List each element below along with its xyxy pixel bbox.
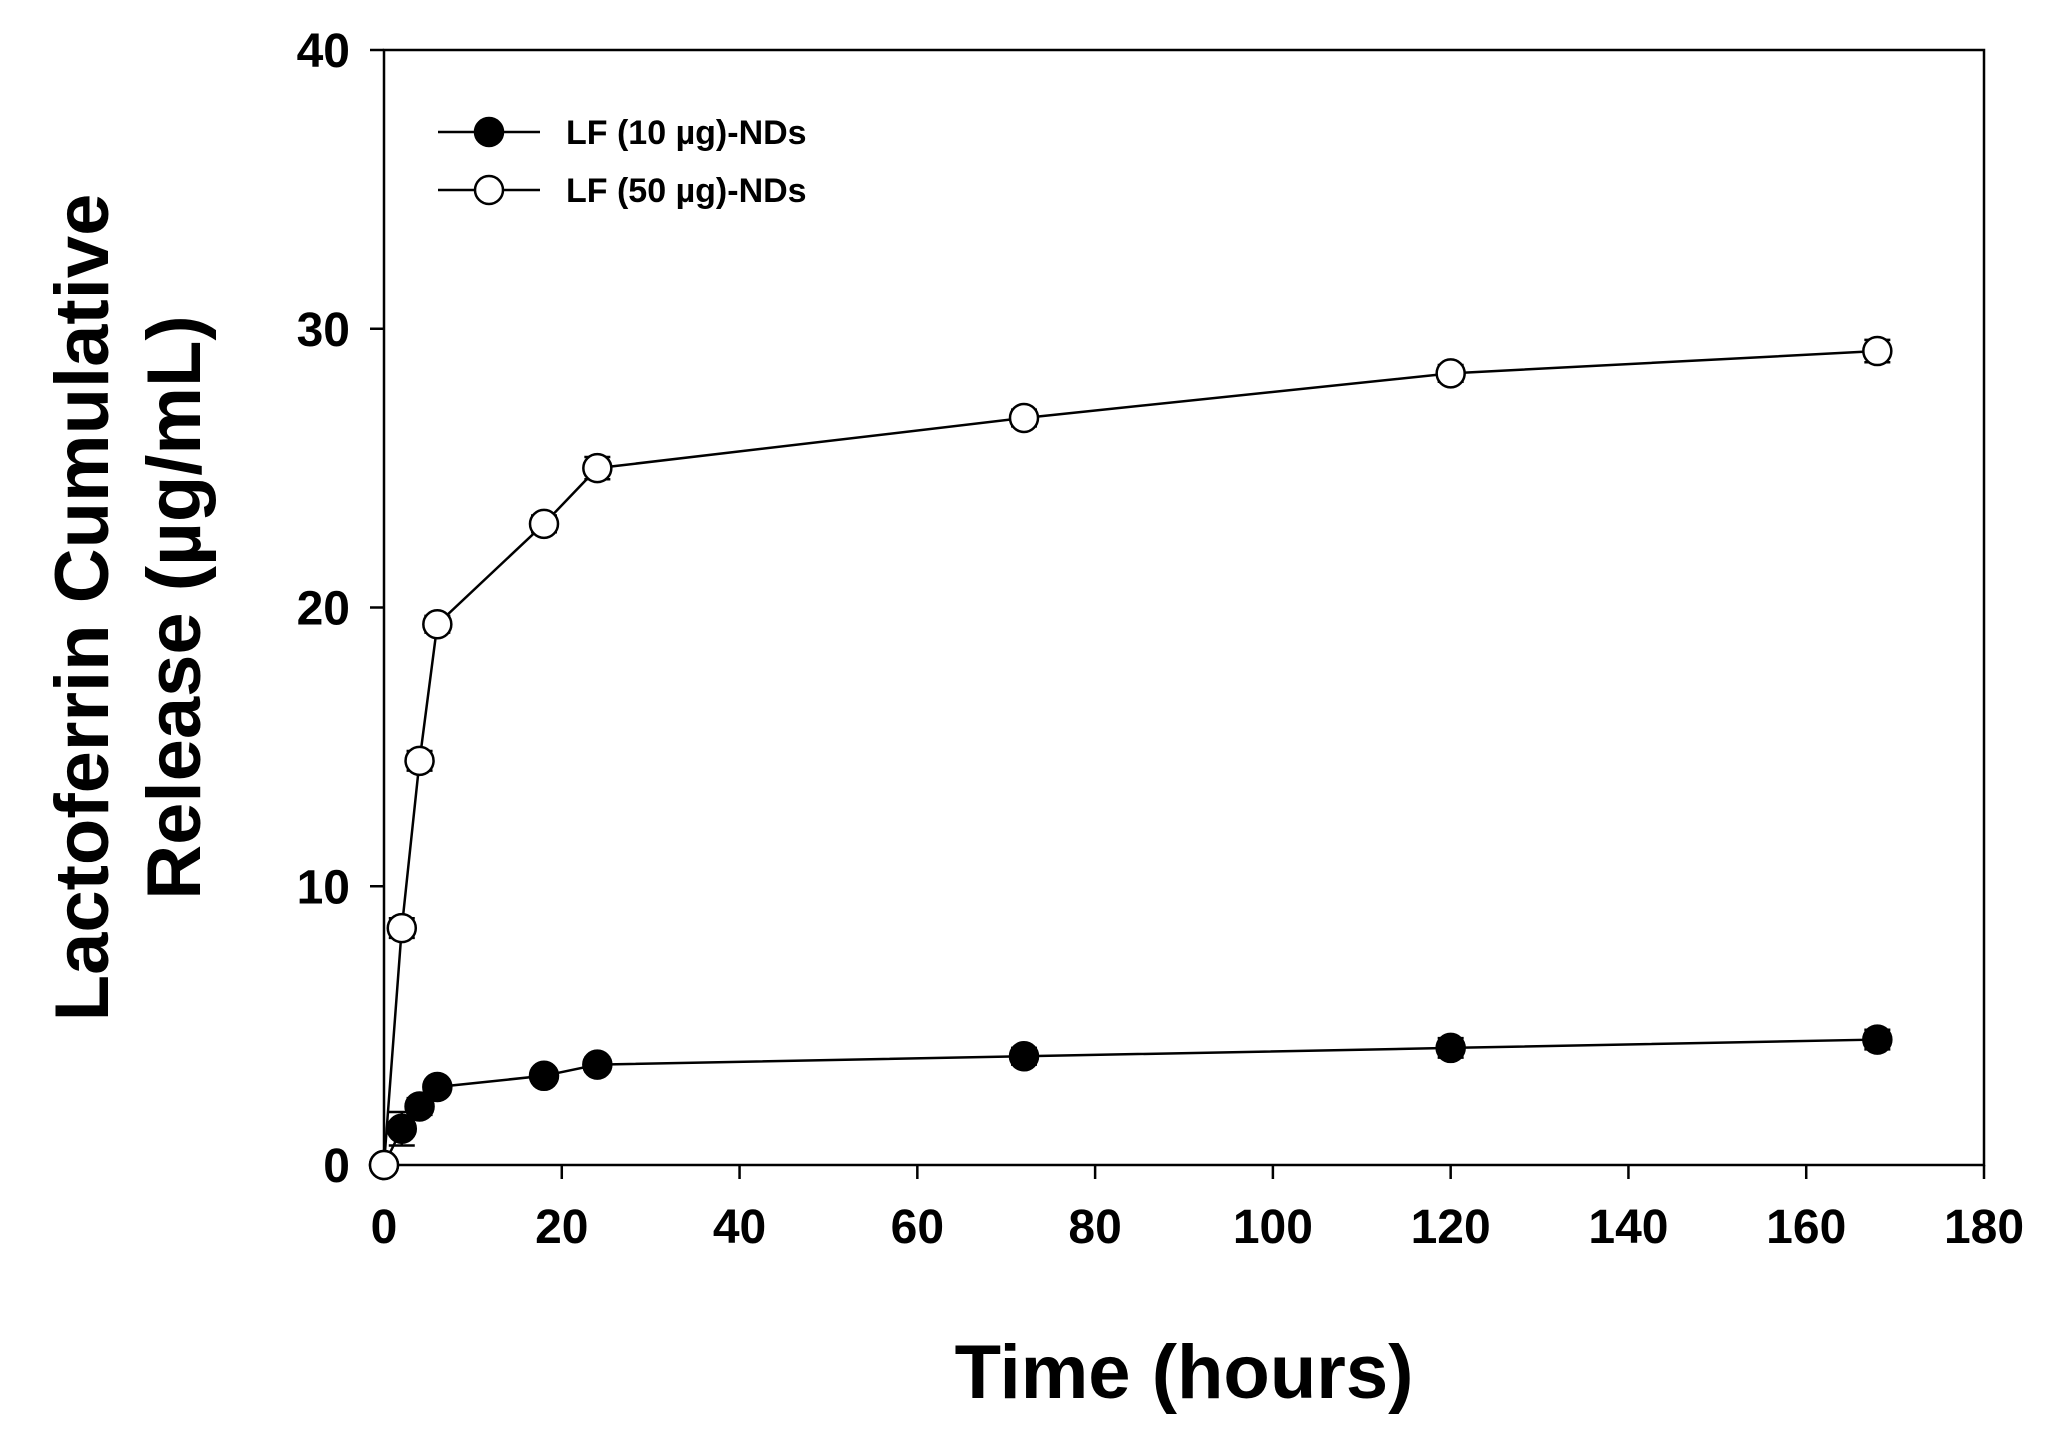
data-series [368, 335, 1893, 1181]
x-tick-label: 140 [1588, 1201, 1668, 1254]
legend-marker [473, 116, 505, 148]
data-point [404, 745, 435, 777]
legend-entry-2: LF (50 µg)-NDs [438, 172, 807, 210]
legend-label: LF (50 µg)-NDs [566, 172, 807, 210]
data-point [1862, 1024, 1893, 1055]
x-tick-label: 20 [535, 1201, 588, 1254]
legend-entry-1: LF (10 µg)-NDs [438, 114, 807, 152]
x-tick-label: 60 [891, 1201, 944, 1254]
series-1 [368, 1024, 1893, 1181]
y-tick-label: 10 [297, 861, 350, 914]
y-axis-title-line-2: Release (µg/mL) [132, 315, 217, 899]
x-axis-title: Time (hours) [955, 1330, 1414, 1415]
data-point [528, 1060, 560, 1092]
plot-frame [382, 48, 1986, 1167]
legend-label: LF (10 µg)-NDs [566, 114, 807, 152]
data-point [1008, 402, 1040, 434]
data-point [582, 1049, 613, 1080]
data-point [528, 508, 560, 540]
y-tick-label: 30 [297, 304, 350, 357]
legend-marker [473, 174, 505, 206]
x-tick-label: 180 [1944, 1201, 2024, 1254]
x-axis: 0 20 40 60 80 100 120 140 160 180 [371, 1165, 2024, 1254]
y-tick-label: 40 [297, 25, 350, 78]
legend: LF (10 µg)-NDs LF (50 µg)-NDs [438, 114, 807, 210]
plot-area-border [382, 48, 1986, 1167]
data-point [368, 1149, 400, 1181]
x-tick-label: 120 [1411, 1201, 1491, 1254]
y-axis-title-line-1: Lactoferrin Cumulative [40, 194, 125, 1022]
series-2 [368, 335, 1893, 1181]
data-point [1862, 335, 1893, 367]
data-point [1435, 358, 1466, 389]
x-tick-label: 0 [371, 1201, 398, 1254]
data-point [582, 452, 613, 484]
x-tick-label: 160 [1766, 1201, 1846, 1254]
x-tick-label: 100 [1233, 1201, 1313, 1254]
data-point [1008, 1041, 1040, 1072]
y-tick-label: 0 [323, 1140, 350, 1193]
data-point [386, 912, 418, 944]
data-point [422, 608, 453, 640]
x-tick-label: 80 [1068, 1201, 1121, 1254]
data-point [404, 1091, 435, 1122]
y-tick-label: 20 [297, 583, 350, 636]
y-axis: 0 10 20 30 40 [297, 25, 384, 1193]
data-point [422, 1071, 453, 1103]
x-tick-label: 40 [713, 1201, 766, 1254]
data-point [1435, 1032, 1466, 1064]
axis-titles: Time (hours) Lactoferrin Cumulative Rele… [40, 194, 1413, 1415]
